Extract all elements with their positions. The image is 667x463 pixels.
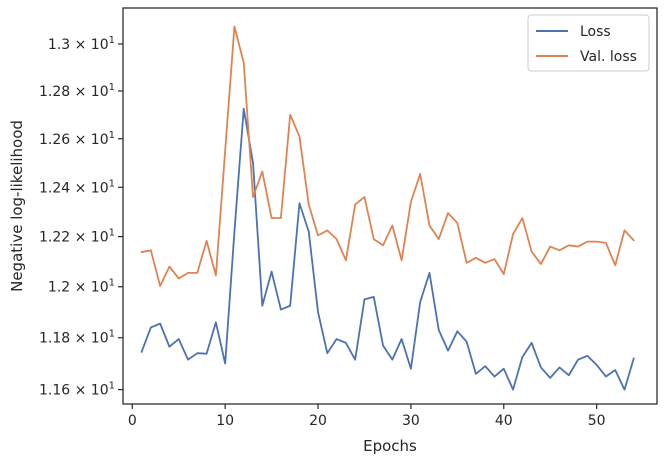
y-axis: 1.16 × 101 1.18 × 101 1.2 × 101 1.22 × 101 1… <box>39 35 123 399</box>
x-tick-label: 50 <box>588 413 606 429</box>
legend: Loss Val. loss <box>527 14 650 72</box>
y-axis-label: Negative log-likelihood <box>8 120 26 292</box>
x-tick-label: 30 <box>402 413 420 429</box>
series-line-loss <box>140 107 635 391</box>
y-tick-label: 1.3 × 101 <box>48 35 115 53</box>
x-tick-label: 0 <box>128 413 137 429</box>
x-tick-label: 10 <box>216 413 234 429</box>
x-axis-label: Epochs <box>363 437 417 455</box>
y-tick-label: 1.16 × 101 <box>39 381 115 399</box>
x-tick-label: 20 <box>309 413 327 429</box>
legend-label-val-loss: Val. loss <box>580 49 637 65</box>
x-axis: 0 10 20 30 40 50 <box>128 404 606 429</box>
y-tick-label: 1.26 × 101 <box>39 130 115 148</box>
y-tick-label: 1.28 × 101 <box>39 82 115 100</box>
series-line-val-loss <box>140 25 635 287</box>
y-tick-label: 1.18 × 101 <box>39 329 115 347</box>
plot-frame <box>122 7 658 405</box>
series-layer <box>140 25 635 391</box>
x-tick-label: 40 <box>495 413 513 429</box>
y-tick-label: 1.2 × 101 <box>48 278 115 296</box>
legend-label-loss: Loss <box>580 24 611 40</box>
y-tick-label: 1.24 × 101 <box>39 178 115 196</box>
y-tick-label: 1.22 × 101 <box>39 228 115 246</box>
